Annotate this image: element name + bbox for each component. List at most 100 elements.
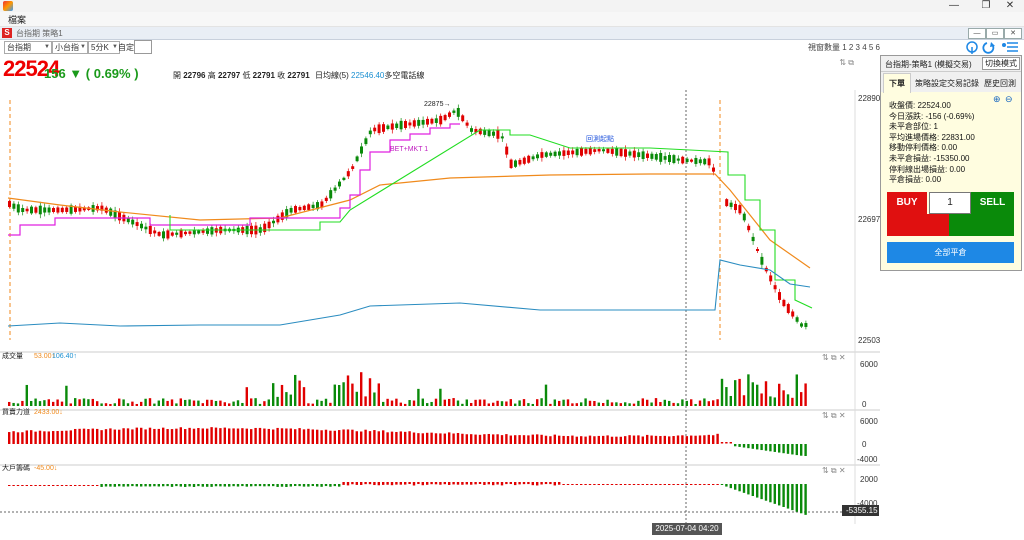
- tab-backtest[interactable]: 歷史回測: [984, 79, 1016, 88]
- candle-body: [153, 230, 157, 234]
- volume-bar: [118, 398, 121, 406]
- candle-body: [294, 206, 297, 213]
- pressure-bar: [346, 429, 350, 444]
- bigplayer-bar: [307, 484, 310, 487]
- candle-body: [637, 152, 641, 157]
- period-select[interactable]: 5分K ▼: [88, 41, 120, 54]
- pressure-bar: [791, 444, 794, 455]
- pressure-bar: [703, 435, 706, 444]
- pressure-bar: [637, 435, 640, 444]
- candle-body: [474, 128, 478, 133]
- candle-body: [540, 152, 544, 158]
- tab-order[interactable]: 下單: [889, 79, 905, 88]
- pressure-bar: [65, 430, 68, 444]
- bigplayer-bar: [311, 484, 314, 487]
- zoom-out-icon[interactable]: ⊖: [1005, 94, 1013, 104]
- zoom-in-icon[interactable]: ⊕: [993, 94, 1001, 104]
- pressure-bar: [659, 436, 662, 444]
- volume-bar: [21, 400, 24, 406]
- custom-period-input[interactable]: [134, 40, 152, 54]
- subwindow-minimize-button[interactable]: —: [968, 28, 986, 39]
- bigplayer-bar: [527, 482, 530, 485]
- pressure-bar: [527, 435, 530, 444]
- pressure-bar: [531, 434, 534, 444]
- symbol-select[interactable]: 台指期 ▼: [4, 41, 52, 54]
- pressure-bar: [60, 430, 64, 444]
- position-info: 收盤價: 22524.00 今日漲跌: -156 (-0.69%) 未平倉部位:…: [889, 101, 975, 186]
- pressure-bar: [742, 444, 746, 448]
- list-icon[interactable]: [1002, 42, 1018, 52]
- buy-button[interactable]: BUY: [887, 192, 927, 236]
- sell-button[interactable]: SELL: [971, 192, 1014, 236]
- signal-icon[interactable]: [966, 41, 978, 54]
- bigplayer-bar: [91, 485, 94, 486]
- bigplayer-bar: [289, 484, 292, 487]
- pressure-bar: [364, 429, 367, 444]
- pressure-bar: [672, 436, 675, 444]
- pressure-bar: [404, 431, 407, 444]
- bigplayer-bar: [544, 482, 548, 485]
- bigplayer-bar: [408, 482, 411, 485]
- volume-bar: [483, 399, 486, 406]
- bigplayer-bar: [606, 484, 609, 485]
- candle-body: [448, 112, 451, 117]
- quantity-input[interactable]: 1: [929, 192, 971, 214]
- bigplayer-bar: [698, 484, 702, 485]
- pressure-bar: [558, 435, 561, 444]
- last-value-label: -5355.15: [846, 506, 878, 515]
- pressure-bar: [294, 429, 297, 444]
- minimize-button[interactable]: —: [949, 0, 959, 11]
- candle-body: [549, 152, 553, 156]
- bigplayer-bar: [351, 482, 354, 485]
- candle-body: [452, 110, 456, 113]
- bigplayer-bar: [228, 484, 231, 487]
- refresh-icon[interactable]: [982, 42, 995, 54]
- candle-body: [206, 228, 209, 234]
- subwindow-maximize-button[interactable]: ▭: [986, 28, 1004, 39]
- pressure-bar: [16, 432, 20, 444]
- volume-bar: [38, 401, 42, 406]
- tab-trades[interactable]: 交易記錄: [947, 79, 979, 88]
- volume-bar: [316, 399, 319, 406]
- volume-bar: [109, 403, 112, 406]
- pressure-bar: [170, 429, 174, 444]
- pressure-bar: [43, 431, 46, 444]
- volume-bar: [302, 387, 306, 406]
- candle-body: [135, 222, 139, 226]
- pressure-bar: [729, 442, 732, 444]
- pressure-bar: [311, 429, 314, 444]
- bigplayer-bar: [386, 482, 389, 485]
- pressure-bar: [38, 430, 42, 444]
- close-button[interactable]: ✕: [1005, 0, 1015, 11]
- volume-bar: [307, 403, 310, 406]
- menu-file[interactable]: 檔案: [8, 15, 27, 25]
- pressure-bar: [412, 432, 416, 444]
- pressure-bar: [434, 433, 438, 444]
- bigplayer-bar: [571, 484, 574, 485]
- view-count-selector[interactable]: 視窗數量 1 2 3 4 5 6: [807, 43, 880, 52]
- bigplayer-bar: [769, 484, 772, 503]
- bigplayer-bar: [258, 484, 262, 487]
- volume-bar: [210, 399, 213, 406]
- contract-select[interactable]: 小台指 ▼: [52, 41, 88, 54]
- pressure-bar: [179, 427, 182, 444]
- switch-mode-button[interactable]: 切換模式: [982, 57, 1020, 70]
- pressure-bar: [654, 435, 658, 444]
- bigplayer-bar: [263, 484, 266, 487]
- candle-body: [487, 129, 491, 137]
- tab-strategy[interactable]: 策略設定: [915, 79, 947, 88]
- ma-readout: 日均線(5) 22546.40多空電話線: [315, 70, 424, 81]
- bigplayer-bar: [509, 482, 512, 485]
- candle-body: [795, 317, 799, 322]
- subwindow-close-button[interactable]: ✕: [1004, 28, 1022, 39]
- bigplayer-bar: [82, 485, 86, 486]
- volume-bar: [606, 399, 609, 406]
- pressure-bar: [338, 430, 341, 444]
- volume-bar: [52, 401, 55, 406]
- pressure-bar: [302, 429, 306, 444]
- restore-button[interactable]: ❐: [981, 0, 991, 11]
- volume-bar: [399, 402, 402, 406]
- close-all-button[interactable]: 全部平倉: [887, 242, 1014, 263]
- chart-tools-icon[interactable]: ⇅ ⧉: [839, 58, 854, 67]
